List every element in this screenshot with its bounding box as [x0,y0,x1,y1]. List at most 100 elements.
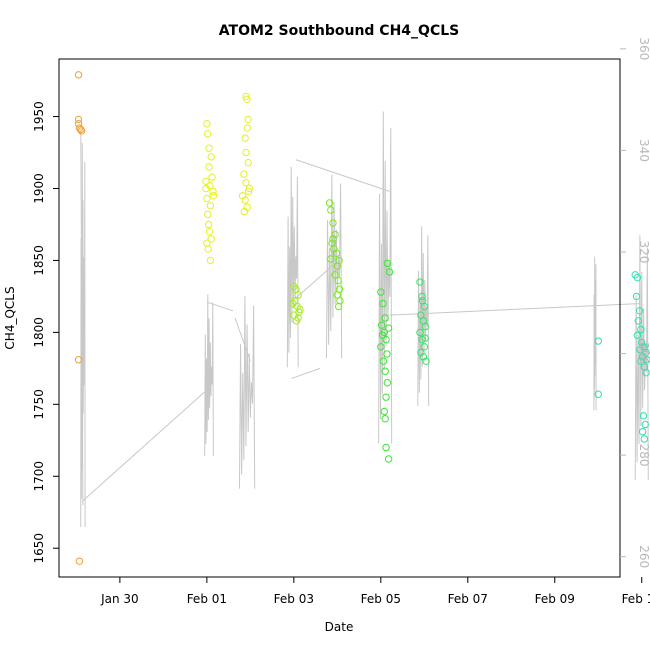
data-point [640,435,649,443]
data-point [327,255,335,263]
y-tick-label: 1800 [32,317,46,348]
data-point [243,124,252,132]
data-point [294,314,302,322]
data-point [383,259,392,268]
trace-spike [238,295,256,489]
data-point [638,338,646,347]
data-point [378,331,387,339]
data-point [209,191,218,200]
y-tick-label: 1900 [32,173,46,204]
data-point [204,210,212,219]
trace-spike [204,294,214,456]
trace-spike [80,142,86,527]
data-point [205,144,213,152]
data-point [384,324,393,332]
y-tick-label: 1950 [32,101,46,132]
data-point [385,268,394,276]
y2-tick-label: 260 [637,545,650,568]
data-point [209,187,217,196]
data-point [296,305,304,314]
data-point [240,170,248,178]
trace-spike [378,111,393,444]
x-tick-label: Jan 30 [100,592,139,606]
y2-tick-label: 280 [637,444,650,467]
data-point [77,127,86,135]
trace-spike [417,226,430,406]
data-point [381,415,389,423]
trace-line [82,389,208,502]
data-point [594,337,602,345]
data-point [642,368,650,377]
y-tick-label: 1700 [32,461,46,492]
x-axis: Jan 30 Feb 01 Feb 03 Feb 05 Feb 07 Feb 09 Feb … [100,577,650,606]
data-point [636,345,644,354]
data-point [74,356,83,364]
data-point [634,317,642,325]
data-point [420,343,429,351]
data-point [206,256,215,265]
data-point [243,95,251,103]
data-point [241,134,249,142]
data-point [205,163,213,171]
data-point [238,191,247,200]
chart-title: ATOM2 Southbound CH4_QCLS [219,23,459,39]
data-point [204,245,212,253]
y2-tick-label: 340 [637,139,650,162]
data-point [382,393,390,401]
data-point [242,179,250,187]
data-point [289,299,297,308]
data-point [74,71,83,79]
data-point [332,249,341,257]
y2-tick-label: 360 [637,37,650,60]
data-point [383,379,392,387]
data-point [244,187,253,196]
data-point [245,184,254,193]
data-point [244,115,252,124]
data-points-layer [74,71,650,565]
data-point [416,278,424,286]
data-point [207,235,215,243]
data-point [633,274,642,282]
data-point [637,325,645,334]
x-tick-label: Feb 11 [622,592,650,606]
grey-trace-layer [80,111,649,527]
data-point [416,328,424,337]
data-point [335,256,343,265]
trace-spike [286,166,299,368]
data-point [331,230,339,239]
data-point [643,356,650,364]
data-point [377,288,385,296]
data-point [383,350,391,358]
data-point [294,291,302,299]
data-point [325,199,334,207]
y-tick-label: 1650 [32,533,46,564]
data-point [203,194,211,203]
x-tick-label: Feb 05 [361,592,401,606]
data-point [632,292,641,301]
y-axis-label: CH4_QCLS [3,286,17,349]
data-point [327,206,335,214]
data-point [418,292,426,301]
trace-line [234,317,251,362]
data-point [77,125,85,134]
data-point [203,120,211,128]
data-point [202,177,210,186]
secondary-y-axis: 260 280 300 320 340 360 [620,37,650,568]
data-point [208,173,216,181]
y-tick-label: 1750 [32,389,46,420]
x-axis-label: Date [325,620,354,634]
trace-line [389,303,640,316]
data-point [382,443,390,452]
data-point [380,407,388,416]
data-point [334,276,342,285]
data-point [242,92,250,101]
y2-tick-label: 300 [637,342,650,365]
x-tick-label: Feb 01 [187,592,227,606]
y2-tick-label: 320 [637,241,650,264]
data-point [421,334,429,342]
data-point [422,357,430,365]
x-tick-label: Feb 09 [535,592,575,606]
data-point [244,158,252,167]
x-tick-label: Feb 07 [448,592,488,606]
